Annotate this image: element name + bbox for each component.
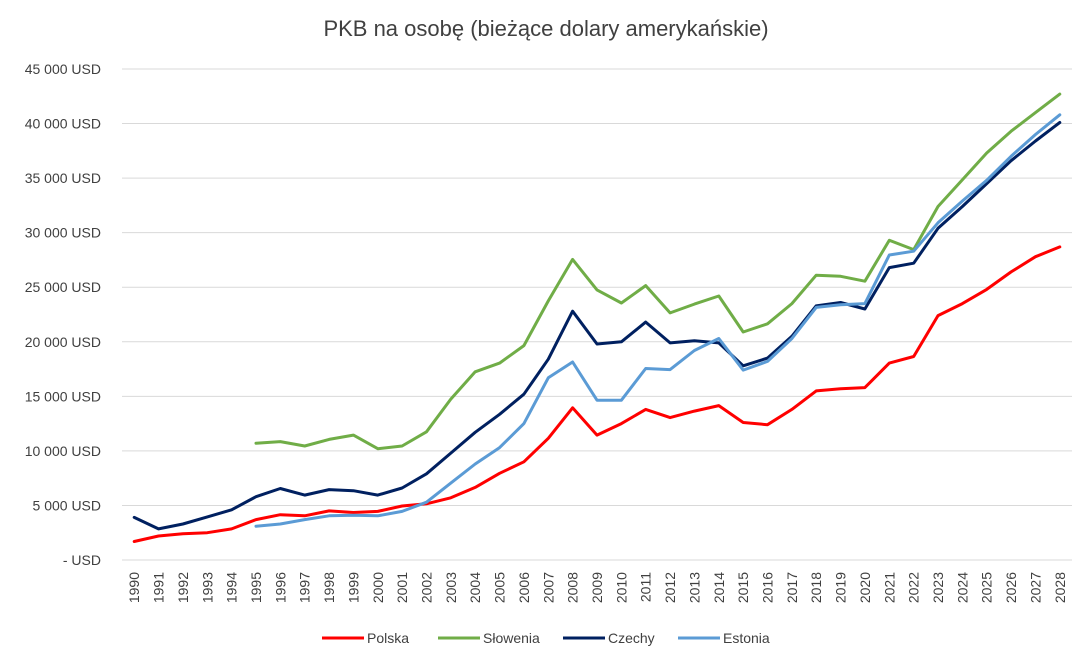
y-tick-label: 10 000 USD bbox=[25, 443, 101, 459]
x-tick-label: 2014 bbox=[711, 572, 727, 603]
x-tick-label: 2009 bbox=[589, 572, 605, 603]
x-tick-label: 2016 bbox=[760, 572, 776, 603]
x-tick-label: 2027 bbox=[1027, 572, 1043, 603]
x-tick-label: 2024 bbox=[954, 572, 970, 603]
y-tick-label: 35 000 USD bbox=[25, 170, 101, 186]
x-tick-label: 2001 bbox=[394, 572, 410, 603]
x-tick-label: 1993 bbox=[199, 572, 215, 603]
x-axis-ticks: 1990 1991 1992 1993 1994 1995 1996 1997 1998 1999… bbox=[126, 572, 1068, 603]
x-tick-label: 2011 bbox=[638, 572, 654, 602]
x-tick-label: 2019 bbox=[833, 572, 849, 603]
y-tick-label: 30 000 USD bbox=[25, 225, 101, 241]
x-tick-label: 2000 bbox=[370, 572, 386, 603]
x-tick-label: 2007 bbox=[540, 572, 556, 603]
x-tick-label: 2015 bbox=[735, 572, 751, 603]
x-tick-label: 1996 bbox=[272, 572, 288, 603]
x-tick-label: 1998 bbox=[321, 572, 337, 603]
x-tick-label: 2025 bbox=[979, 572, 995, 603]
x-tick-label: 2017 bbox=[784, 572, 800, 603]
chart-title: PKB na osobę (bieżące dolary amerykański… bbox=[323, 16, 768, 41]
x-tick-label: 2020 bbox=[857, 572, 873, 603]
y-tick-label: 25 000 USD bbox=[25, 279, 101, 295]
series-line-polska bbox=[132, 245, 1062, 543]
legend-label-estonia: Estonia bbox=[723, 630, 770, 646]
y-tick-label: 40 000 USD bbox=[25, 116, 101, 132]
series-line-estonia bbox=[254, 113, 1062, 528]
x-tick-label: 2021 bbox=[881, 572, 897, 603]
x-tick-label: 1999 bbox=[345, 572, 361, 603]
x-tick-label: 2003 bbox=[443, 572, 459, 603]
series-line-czechy bbox=[132, 121, 1062, 531]
x-tick-label: 1991 bbox=[151, 572, 167, 603]
x-tick-label: 2022 bbox=[906, 572, 922, 603]
series-line-słowenia bbox=[254, 92, 1062, 451]
x-tick-label: 2010 bbox=[613, 572, 629, 603]
y-tick-label: 5 000 USD bbox=[33, 497, 101, 513]
x-tick-label: 2008 bbox=[565, 572, 581, 603]
y-tick-label: 15 000 USD bbox=[25, 388, 101, 404]
x-tick-label: 1990 bbox=[126, 572, 142, 603]
x-tick-label: 2018 bbox=[808, 572, 824, 603]
x-tick-label: 2005 bbox=[492, 572, 508, 603]
x-tick-label: 1995 bbox=[248, 572, 264, 603]
x-tick-label: 2012 bbox=[662, 572, 678, 603]
x-tick-label: 1992 bbox=[175, 572, 191, 603]
y-tick-label: - USD bbox=[63, 552, 101, 568]
y-tick-label: 45 000 USD bbox=[25, 61, 101, 77]
legend: Polska Słowenia Czechy Estonia bbox=[322, 630, 770, 646]
gridlines bbox=[122, 68, 1072, 561]
y-tick-label: 20 000 USD bbox=[25, 334, 101, 350]
x-tick-label: 2023 bbox=[930, 572, 946, 603]
series-lines bbox=[132, 92, 1062, 543]
x-tick-label: 2004 bbox=[467, 572, 483, 603]
x-tick-label: 2002 bbox=[418, 572, 434, 603]
legend-label-słowenia: Słowenia bbox=[483, 630, 540, 646]
x-tick-label: 2006 bbox=[516, 572, 532, 603]
x-tick-label: 2026 bbox=[1003, 572, 1019, 603]
legend-label-polska: Polska bbox=[367, 630, 409, 646]
legend-label-czechy: Czechy bbox=[608, 630, 655, 646]
y-axis-ticks: - USD 5 000 USD 10 000 USD 15 000 USD 20 000… bbox=[25, 61, 101, 568]
x-tick-label: 1994 bbox=[224, 572, 240, 603]
x-tick-label: 1997 bbox=[297, 572, 313, 603]
x-tick-label: 2028 bbox=[1052, 572, 1068, 603]
x-tick-label: 2013 bbox=[686, 572, 702, 603]
